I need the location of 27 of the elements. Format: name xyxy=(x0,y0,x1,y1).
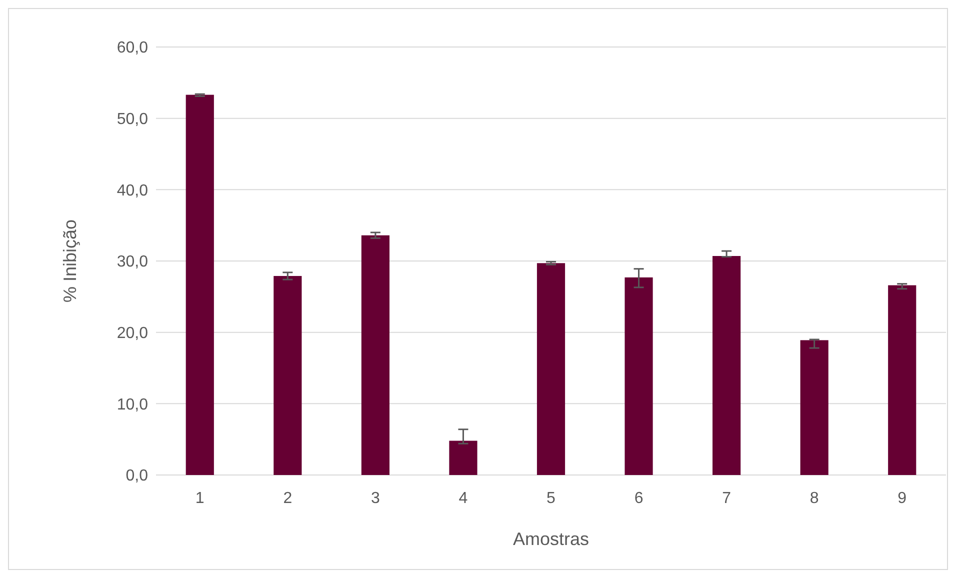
y-tick-label: 30,0 xyxy=(116,254,148,271)
x-tick-label: 3 xyxy=(370,490,380,507)
bar xyxy=(274,276,302,475)
y-tick-label: 50,0 xyxy=(116,110,148,128)
bar xyxy=(361,235,390,475)
x-tick-label: 1 xyxy=(195,490,204,507)
x-tick-label: 8 xyxy=(810,490,819,507)
bar xyxy=(536,263,566,475)
y-tick-label: 0,0 xyxy=(126,468,148,485)
y-tick-label: 60,0 xyxy=(116,40,148,57)
y-axis-title: % Inibição xyxy=(60,219,80,303)
bar xyxy=(449,440,478,475)
y-tick-label: 10,0 xyxy=(116,396,148,414)
bar xyxy=(712,256,741,475)
x-tick-label: 6 xyxy=(634,490,644,507)
x-tick-label: 2 xyxy=(283,490,292,507)
x-tick-label: 5 xyxy=(546,490,556,507)
bar xyxy=(888,285,916,475)
bar xyxy=(624,277,653,475)
x-axis-title: Amostras xyxy=(512,529,590,549)
bar xyxy=(186,94,214,475)
bar xyxy=(800,340,828,475)
y-tick-label: 20,0 xyxy=(116,324,148,342)
x-tick-label: 9 xyxy=(898,490,907,507)
x-tick-label: 4 xyxy=(458,490,468,507)
x-tick-label: 7 xyxy=(722,490,732,507)
y-tick-label: 40,0 xyxy=(116,182,148,200)
